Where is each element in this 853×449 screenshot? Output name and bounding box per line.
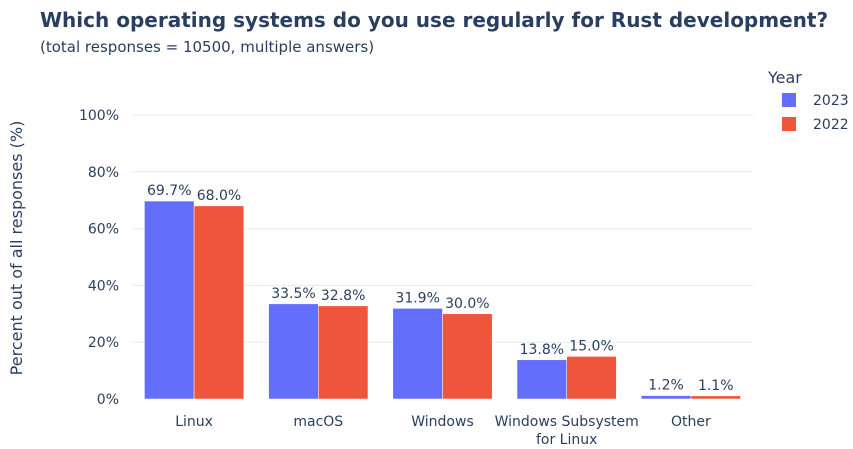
bar-value-label: 13.8%	[520, 342, 564, 358]
bar-2023-2[interactable]	[392, 308, 443, 400]
legend[interactable]: Year 2023 2022	[767, 68, 849, 133]
bar-value-label: 32.8%	[321, 288, 365, 304]
y-axis-title: Percent out of all responses (%)	[7, 121, 26, 376]
bar-value-label: 1.1%	[698, 378, 734, 394]
legend-label: 2023	[813, 93, 849, 109]
chart-title: Which operating systems do you use regul…	[40, 8, 829, 32]
bar-2023-1[interactable]	[268, 303, 319, 400]
bar-2022-0[interactable]	[193, 205, 245, 400]
x-tick-label: Windows Subsystem for Linux	[495, 414, 639, 448]
legend-item-2022[interactable]: 2022	[782, 117, 849, 133]
bar-2023-3[interactable]	[516, 359, 567, 400]
y-tick-label: 100%	[79, 108, 119, 124]
x-tick-label: Other	[671, 414, 711, 430]
bar-value-label: 30.0%	[445, 296, 489, 312]
y-tick-label: 60%	[88, 222, 119, 238]
x-axis-ticks: Linux macOS Windows Windows Subsystem for Li…	[175, 414, 711, 448]
bar-2023-4[interactable]	[640, 395, 692, 400]
legend-title: Year	[767, 68, 802, 87]
bar-value-label: 68.0%	[197, 188, 241, 204]
x-tick-label: macOS	[293, 414, 343, 430]
y-tick-label: 20%	[88, 335, 119, 351]
bar-labels: 69.7% 68.0% 33.5% 32.8% 31.9% 30.0% 13.8% 15.0%…	[147, 183, 734, 394]
bars	[144, 200, 741, 400]
bar-value-label: 33.5%	[271, 286, 315, 302]
y-tick-label: 0%	[97, 392, 119, 408]
legend-swatch	[782, 93, 796, 107]
y-tick-label: 80%	[88, 165, 119, 181]
y-tick-label: 40%	[88, 278, 119, 294]
bar-value-label: 69.7%	[147, 183, 191, 199]
x-tick-label: Linux	[175, 414, 213, 430]
chart-subtitle: (total responses = 10500, multiple answe…	[40, 38, 375, 56]
legend-label: 2022	[813, 117, 849, 133]
bar-2022-1[interactable]	[318, 305, 369, 400]
bar-value-label: 15.0%	[569, 338, 613, 354]
bar-value-label: 31.9%	[395, 290, 439, 306]
bar-value-label: 1.2%	[648, 378, 684, 394]
bar-2022-2[interactable]	[442, 313, 493, 400]
bar-2022-4[interactable]	[690, 395, 741, 400]
x-tick-label: Windows	[411, 414, 474, 430]
bar-2023-0[interactable]	[144, 200, 195, 400]
y-axis-ticks: 0% 20% 40% 60% 80% 100%	[79, 108, 119, 408]
bar-2022-3[interactable]	[566, 356, 617, 400]
legend-swatch	[782, 117, 796, 131]
legend-item-2023[interactable]: 2023	[782, 93, 849, 109]
